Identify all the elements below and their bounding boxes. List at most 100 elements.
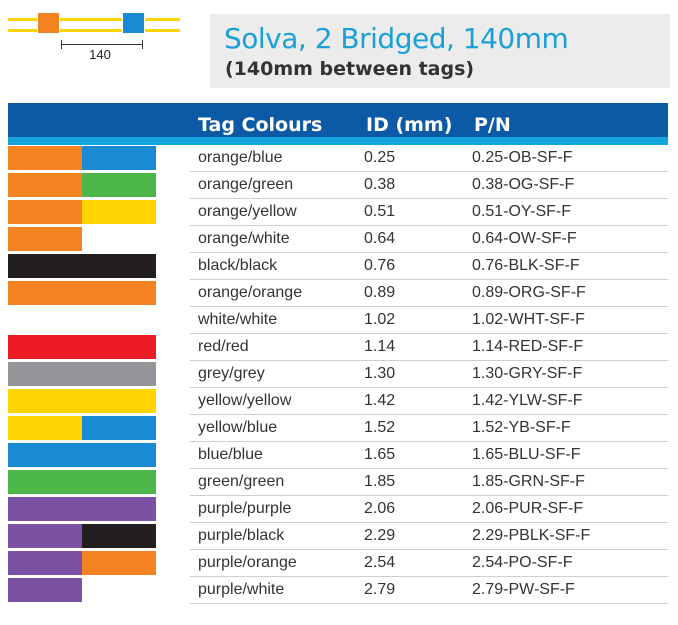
table-row: blue/blue 1.65 1.65-BLU-SF-F <box>8 442 668 469</box>
colour-swatch-right <box>82 335 156 359</box>
part-number: 0.89-ORG-SF-F <box>464 280 668 307</box>
header-id: ID (mm) <box>366 114 453 136</box>
colour-swatch-right <box>82 389 156 413</box>
part-number: 2.29-PBLK-SF-F <box>464 523 668 550</box>
colour-swatch-right <box>82 254 156 278</box>
colour-swatch-left <box>8 443 82 467</box>
id-value: 1.30 <box>356 361 464 388</box>
colour-swatch-right <box>82 497 156 521</box>
page-subtitle: (140mm between tags) <box>225 58 475 80</box>
id-value: 2.54 <box>356 550 464 577</box>
table-row: grey/grey 1.30 1.30-GRY-SF-F <box>8 361 668 388</box>
part-number: 0.25-OB-SF-F <box>464 145 668 172</box>
tag-colour-name: yellow/yellow <box>190 388 356 415</box>
table-row: green/green 1.85 1.85-GRN-SF-F <box>8 469 668 496</box>
tag-colour-name: red/red <box>190 334 356 361</box>
tag-colour-name: purple/black <box>190 523 356 550</box>
colour-swatch-right <box>82 173 156 197</box>
id-value: 0.51 <box>356 199 464 226</box>
colour-swatch-right <box>82 416 156 440</box>
table-row: purple/orange 2.54 2.54-PO-SF-F <box>8 550 668 577</box>
wire-rail-bottom <box>8 29 180 32</box>
part-number: 0.38-OG-SF-F <box>464 172 668 199</box>
colour-swatch-left <box>8 200 82 224</box>
colour-swatch-left <box>8 146 82 170</box>
wire-rail-top <box>8 18 180 21</box>
colour-swatch-right <box>82 308 156 332</box>
colour-swatch-right <box>82 551 156 575</box>
colour-swatch-left <box>8 551 82 575</box>
tag-spacing-diagram: 140 <box>8 10 183 65</box>
tag-colour-name: orange/green <box>190 172 356 199</box>
part-number: 0.51-OY-SF-F <box>464 199 668 226</box>
colour-swatch-left <box>8 281 82 305</box>
part-number: 1.02-WHT-SF-F <box>464 307 668 334</box>
tag-colour-name: purple/purple <box>190 496 356 523</box>
dimension-line <box>61 44 143 45</box>
table-row: white/white 1.02 1.02-WHT-SF-F <box>8 307 668 334</box>
table-row: orange/yellow 0.51 0.51-OY-SF-F <box>8 199 668 226</box>
tag-colour-name: orange/yellow <box>190 199 356 226</box>
colour-swatch-right <box>82 524 156 548</box>
part-number: 1.30-GRY-SF-F <box>464 361 668 388</box>
header-tag-colours: Tag Colours <box>198 114 323 136</box>
table-row: purple/black 2.29 2.29-PBLK-SF-F <box>8 523 668 550</box>
part-number: 2.06-PUR-SF-F <box>464 496 668 523</box>
table-row: purple/white 2.79 2.79-PW-SF-F <box>8 577 668 604</box>
colour-swatch-right <box>82 200 156 224</box>
colour-swatch-right <box>82 227 156 251</box>
title-box: Solva, 2 Bridged, 140mm (140mm between t… <box>210 14 670 88</box>
colour-swatch-right <box>82 470 156 494</box>
tag-colour-name: yellow/blue <box>190 415 356 442</box>
table-row: orange/white 0.64 0.64-OW-SF-F <box>8 226 668 253</box>
table-body: orange/blue 0.25 0.25-OB-SF-F orange/green 0… <box>8 145 668 604</box>
tag-right <box>122 12 145 34</box>
id-value: 1.65 <box>356 442 464 469</box>
part-number: 0.76-BLK-SF-F <box>464 253 668 280</box>
id-value: 2.79 <box>356 577 464 604</box>
tag-colour-name: black/black <box>190 253 356 280</box>
id-value: 1.42 <box>356 388 464 415</box>
dimension-tick-right <box>142 40 143 49</box>
colour-swatch-left <box>8 362 82 386</box>
id-value: 0.76 <box>356 253 464 280</box>
colour-swatch-left <box>8 389 82 413</box>
part-number: 2.79-PW-SF-F <box>464 577 668 604</box>
table-row: orange/blue 0.25 0.25-OB-SF-F <box>8 145 668 172</box>
product-table: Tag Colours ID (mm) P/N orange/blue 0.25 0… <box>8 103 668 604</box>
part-number: 1.52-YB-SF-F <box>464 415 668 442</box>
table-row: purple/purple 2.06 2.06-PUR-SF-F <box>8 496 668 523</box>
colour-swatch-left <box>8 416 82 440</box>
tag-colour-name: orange/white <box>190 226 356 253</box>
colour-swatch-right <box>82 443 156 467</box>
colour-swatch-left <box>8 308 82 332</box>
tag-colour-name: white/white <box>190 307 356 334</box>
tag-colour-name: orange/blue <box>190 145 356 172</box>
header-pn: P/N <box>474 114 511 136</box>
tag-colour-name: blue/blue <box>190 442 356 469</box>
colour-swatch-left <box>8 578 82 602</box>
colour-swatch-left <box>8 254 82 278</box>
page-title: Solva, 2 Bridged, 140mm <box>224 22 569 55</box>
tag-colour-name: purple/orange <box>190 550 356 577</box>
colour-swatch-right <box>82 146 156 170</box>
table-header: Tag Colours ID (mm) P/N <box>8 103 668 145</box>
table-row: orange/orange 0.89 0.89-ORG-SF-F <box>8 280 668 307</box>
colour-swatch-left <box>8 227 82 251</box>
id-value: 2.29 <box>356 523 464 550</box>
tag-colour-name: grey/grey <box>190 361 356 388</box>
tag-colour-name: green/green <box>190 469 356 496</box>
tag-colour-name: orange/orange <box>190 280 356 307</box>
table-row: yellow/yellow 1.42 1.42-YLW-SF-F <box>8 388 668 415</box>
table-row: red/red 1.14 1.14-RED-SF-F <box>8 334 668 361</box>
colour-swatch-left <box>8 497 82 521</box>
colour-swatch-left <box>8 335 82 359</box>
id-value: 2.06 <box>356 496 464 523</box>
tag-left <box>37 12 60 34</box>
id-value: 0.38 <box>356 172 464 199</box>
id-value: 0.89 <box>356 280 464 307</box>
part-number: 1.42-YLW-SF-F <box>464 388 668 415</box>
colour-swatch-left <box>8 524 82 548</box>
table-row: black/black 0.76 0.76-BLK-SF-F <box>8 253 668 280</box>
colour-swatch-left <box>8 173 82 197</box>
